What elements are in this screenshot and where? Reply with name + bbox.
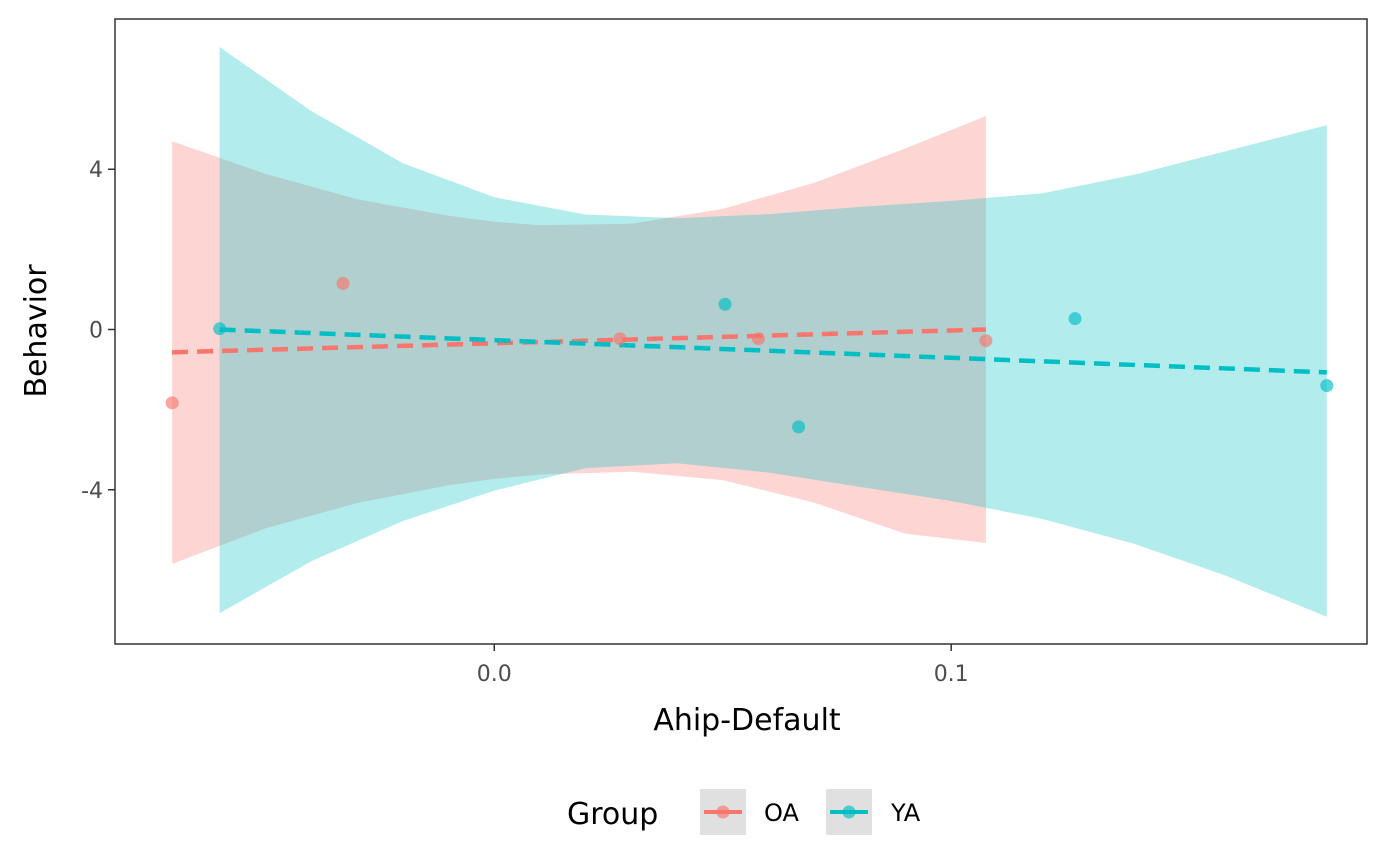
x-tick-label: 0.0 bbox=[477, 662, 512, 687]
data-point-oa bbox=[979, 334, 993, 348]
fit-line-oa bbox=[172, 327, 986, 355]
data-point-oa bbox=[336, 276, 350, 290]
y-tick-label: -4 bbox=[81, 479, 103, 504]
data-point-ya bbox=[792, 420, 806, 434]
confidence-band-ya bbox=[219, 47, 1327, 617]
legend-point-oa bbox=[716, 805, 730, 819]
x-tick-label: 0.1 bbox=[934, 662, 969, 687]
axes: 0.0 0.1 -4 0 4 bbox=[81, 158, 969, 687]
legend-label-oa: OA bbox=[764, 799, 799, 827]
legend-label-ya: YA bbox=[890, 799, 921, 827]
y-axis-title: Behavior bbox=[19, 264, 54, 398]
x-axis-title: Ahip-Default bbox=[653, 703, 841, 738]
legend-title: Group bbox=[567, 797, 658, 832]
fit-line-ya bbox=[219, 327, 1327, 375]
legend-point-ya bbox=[842, 805, 856, 819]
data-point-oa bbox=[751, 332, 765, 346]
legend-item-oa: OA bbox=[700, 789, 799, 835]
data-point-oa bbox=[613, 332, 627, 346]
data-points bbox=[165, 276, 1334, 434]
data-point-oa bbox=[165, 396, 179, 410]
data-point-ya bbox=[213, 322, 227, 336]
data-point-ya bbox=[1320, 379, 1334, 393]
y-tick-label: 0 bbox=[89, 318, 103, 343]
fit-lines bbox=[172, 327, 1327, 375]
legend-item-ya: YA bbox=[826, 789, 921, 835]
y-tick-label: 4 bbox=[89, 158, 103, 183]
plot-panel-border bbox=[114, 18, 1368, 645]
data-point-ya bbox=[1068, 312, 1082, 326]
data-point-ya bbox=[718, 297, 732, 311]
legend: Group OA YA bbox=[567, 789, 921, 835]
